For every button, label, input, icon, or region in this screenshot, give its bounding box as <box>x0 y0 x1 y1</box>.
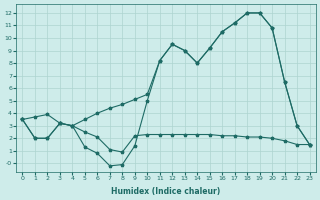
X-axis label: Humidex (Indice chaleur): Humidex (Indice chaleur) <box>111 187 221 196</box>
